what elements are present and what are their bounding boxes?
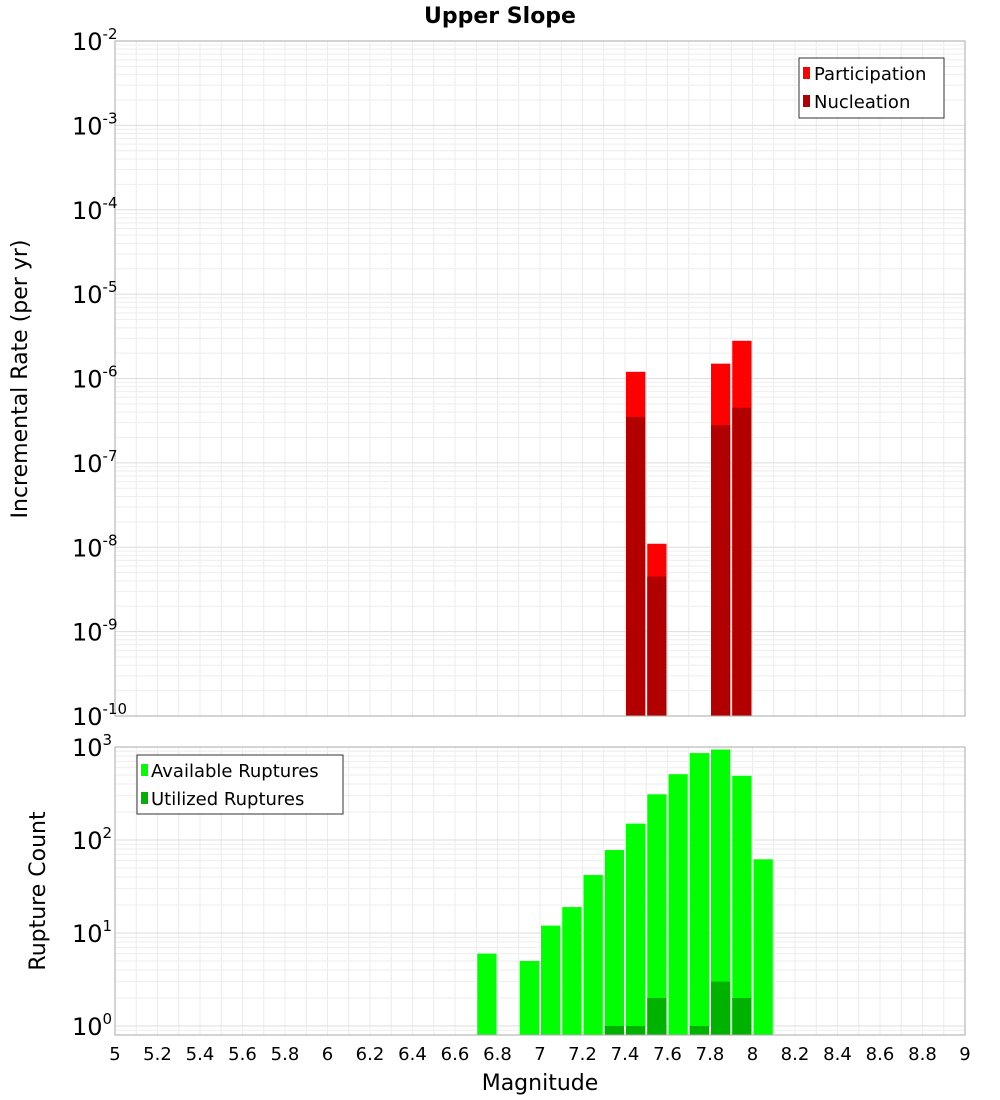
rate-bar-nucleation xyxy=(647,576,667,716)
x-tick-label: 9 xyxy=(959,1044,970,1065)
count-bar-available-ruptures xyxy=(689,753,709,1035)
nucleation-legend-label: Nucleation xyxy=(814,92,910,113)
x-tick-label: 7 xyxy=(534,1044,545,1065)
plot-frame xyxy=(114,40,966,717)
y-tick-label: 10-10 xyxy=(72,700,127,731)
count-plot-area: 103 102 101 100 xyxy=(72,731,966,1041)
rate-bar-nucleation xyxy=(711,425,731,716)
rate-bar-nucleation xyxy=(732,407,752,716)
utilized-legend-swatch xyxy=(141,792,148,804)
y-tick-label: 10-3 xyxy=(72,109,118,140)
count-bar-available-ruptures xyxy=(626,823,646,1035)
x-tick-label: 8.2 xyxy=(781,1044,810,1065)
x-tick-label: 5.4 xyxy=(186,1044,215,1065)
x-tick-label: 5.6 xyxy=(228,1044,257,1065)
count-bar-available-ruptures xyxy=(477,953,497,1035)
available-legend-swatch xyxy=(141,764,148,776)
nucleation-legend-swatch xyxy=(803,95,810,107)
y-tick-label: 10-2 xyxy=(72,25,118,56)
x-tick-label: 8.8 xyxy=(908,1044,937,1065)
x-tick-label: 6.2 xyxy=(356,1044,385,1065)
x-tick-label: 8.4 xyxy=(823,1044,852,1065)
x-tick-label: 6.4 xyxy=(398,1044,427,1065)
x-axis-ticks: 5 5.2 5.4 5.6 5.8 6 6.2 6.4 6.6 6.8 7 7.2 7.4 7.6 7.8 8… xyxy=(109,1044,970,1065)
count-bar-available-ruptures xyxy=(711,749,731,1035)
count-bar-utilized-ruptures xyxy=(689,1025,709,1035)
count-bar-available-ruptures xyxy=(541,925,561,1035)
x-tick-label: 7.8 xyxy=(696,1044,725,1065)
y-tick-label: 103 xyxy=(72,731,112,762)
count-bar-available-ruptures xyxy=(668,774,688,1035)
plot-frame xyxy=(114,746,966,1036)
participation-legend-swatch xyxy=(803,67,810,79)
count-bar-utilized-ruptures xyxy=(604,1025,624,1035)
x-tick-label: 8.6 xyxy=(866,1044,895,1065)
count-bar-available-ruptures xyxy=(562,907,582,1035)
x-tick-label: 5 xyxy=(109,1044,120,1065)
x-tick-label: 7.2 xyxy=(568,1044,597,1065)
count-bar-available-ruptures xyxy=(519,960,539,1035)
rate-legend-box xyxy=(798,57,945,119)
y-tick-label: 102 xyxy=(72,824,112,855)
count-bar-available-ruptures xyxy=(753,859,773,1035)
count-bar-utilized-ruptures xyxy=(732,997,752,1035)
y-tick-label: 101 xyxy=(72,917,112,948)
x-tick-label: 5.2 xyxy=(143,1044,172,1065)
participation-legend-label: Participation xyxy=(814,64,926,85)
x-tick-label: 8 xyxy=(747,1044,758,1065)
y-tick-label: 10-6 xyxy=(72,363,118,394)
utilized-legend-label: Utilized Ruptures xyxy=(151,789,304,810)
y-tick-label: 100 xyxy=(72,1010,112,1041)
count-bar-utilized-ruptures xyxy=(647,997,667,1035)
top-y-axis-title: Incremental Rate (per yr) xyxy=(8,240,33,519)
count-bar-utilized-ruptures xyxy=(711,981,731,1035)
bottom-y-axis-title: Rupture Count xyxy=(26,811,51,971)
count-bar-utilized-ruptures xyxy=(626,1025,646,1035)
count-bar-available-ruptures xyxy=(647,794,667,1035)
chart-title: Upper Slope xyxy=(424,4,576,29)
x-tick-label: 6 xyxy=(322,1044,333,1065)
y-tick-label: 10-5 xyxy=(72,278,118,309)
rate-bar-nucleation xyxy=(626,416,646,716)
available-legend-label: Available Ruptures xyxy=(151,761,319,782)
y-tick-label: 10-8 xyxy=(72,531,118,562)
y-tick-label: 10-7 xyxy=(72,447,118,478)
y-tick-label: 10-9 xyxy=(72,616,118,647)
rate-legend: Participation Nucleation xyxy=(798,57,945,119)
x-axis-title: Magnitude xyxy=(482,1071,599,1096)
x-tick-label: 7.4 xyxy=(611,1044,640,1065)
y-tick-label: 10-4 xyxy=(72,194,118,225)
count-bar-available-ruptures xyxy=(583,875,603,1035)
x-tick-label: 7.6 xyxy=(653,1044,682,1065)
count-legend-box xyxy=(136,754,344,815)
x-tick-label: 5.8 xyxy=(271,1044,300,1065)
count-bar-available-ruptures xyxy=(732,775,752,1035)
count-legend: Available Ruptures Utilized Ruptures xyxy=(136,754,344,815)
count-bar-available-ruptures xyxy=(604,850,624,1035)
x-tick-label: 6.8 xyxy=(483,1044,512,1065)
x-tick-label: 6.6 xyxy=(441,1044,470,1065)
rate-plot-area: 10-2 10-3 10-4 10-5 10-6 10-7 10-8 10-9 10-10 xyxy=(72,25,966,731)
